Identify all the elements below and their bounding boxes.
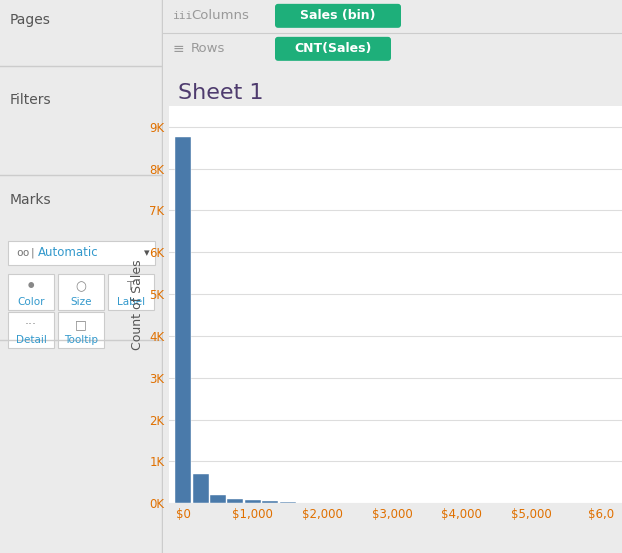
Text: Columns: Columns [191,9,249,22]
Text: T: T [127,280,135,293]
Text: □: □ [75,318,87,331]
Text: ▾: ▾ [144,248,150,258]
Bar [8,274,54,310]
Text: Rows: Rows [191,43,225,55]
Bar [280,502,295,503]
Text: oo|: oo| [16,248,36,258]
Text: ○: ○ [75,280,86,293]
Text: Color: Color [17,297,45,307]
Text: ···: ··· [25,318,37,331]
Y-axis label: Count of Sales: Count of Sales [131,259,144,350]
Bar [262,502,278,503]
Bar [8,312,54,348]
Text: Pages: Pages [10,13,51,27]
Text: iii: iii [173,11,193,21]
Text: Label: Label [117,297,145,307]
Text: Automatic: Automatic [38,247,99,259]
Text: ≡: ≡ [173,42,185,56]
Bar [228,499,243,503]
Text: Filters: Filters [10,93,52,107]
Bar [193,474,208,503]
Text: Size: Size [70,297,92,307]
Bar [58,312,104,348]
Text: Detail: Detail [16,335,47,345]
Bar [8,241,155,265]
Bar [210,495,226,503]
Bar [245,500,261,503]
Bar [175,137,191,503]
Text: Sales (bin): Sales (bin) [300,9,376,22]
Bar [108,274,154,310]
FancyBboxPatch shape [275,4,401,28]
Text: Marks: Marks [10,193,52,207]
Text: Sheet 1: Sheet 1 [179,84,264,103]
Bar [58,274,104,310]
Text: ⚫: ⚫ [26,280,36,293]
Text: Tooltip: Tooltip [64,335,98,345]
Text: CNT(Sales): CNT(Sales) [294,43,372,55]
FancyBboxPatch shape [275,37,391,61]
